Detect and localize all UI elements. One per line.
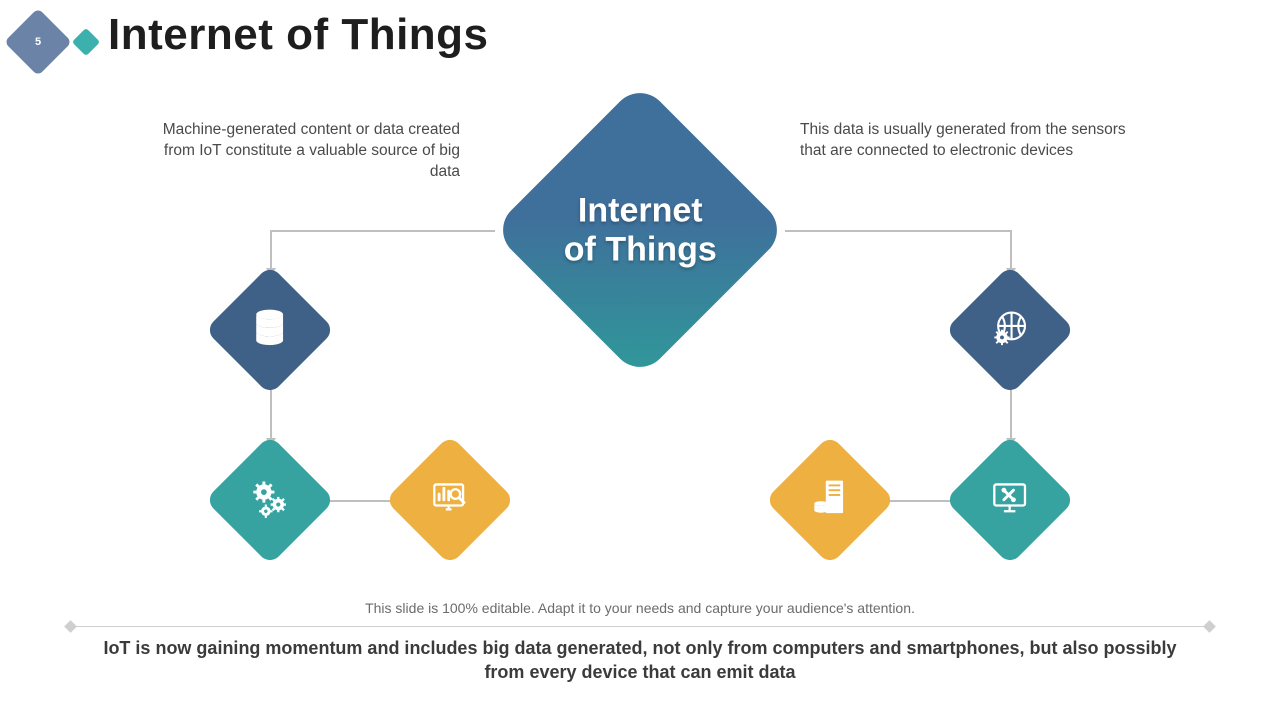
footer-text: IoT is now gaining momentum and includes… xyxy=(100,636,1180,685)
center-label: Internet of Things xyxy=(564,191,717,269)
chart-magnify-icon xyxy=(427,475,473,526)
desc-right: This data is usually generated from the … xyxy=(800,120,1140,162)
server-db-icon xyxy=(807,475,853,526)
node-server-db xyxy=(765,435,895,565)
connector xyxy=(270,390,272,440)
connector xyxy=(270,230,495,232)
gears-icon xyxy=(247,475,293,526)
monitor-tools-icon xyxy=(987,475,1033,526)
node-globe-gear xyxy=(945,265,1075,395)
title-bullet-icon xyxy=(72,28,100,56)
center-diamond: Internet of Things xyxy=(492,82,789,379)
connector xyxy=(330,500,390,502)
node-database xyxy=(205,265,335,395)
desc-left: Machine-generated content or data create… xyxy=(140,120,460,183)
connector xyxy=(890,500,950,502)
diagram: Machine-generated content or data create… xyxy=(0,100,1280,570)
database-icon xyxy=(247,305,293,356)
page-number: 5 xyxy=(14,18,62,66)
connector xyxy=(785,230,1011,232)
connector xyxy=(270,230,272,270)
connector xyxy=(1010,390,1012,440)
node-monitor-tools xyxy=(945,435,1075,565)
node-gears xyxy=(205,435,335,565)
slide-title: Internet of Things xyxy=(108,10,489,60)
node-chart-magnify xyxy=(385,435,515,565)
slide: 5 Internet of Things Machine-generated c… xyxy=(0,0,1280,720)
globe-gear-icon xyxy=(987,305,1033,356)
connector xyxy=(1010,230,1012,270)
divider xyxy=(70,626,1210,627)
page-number-diamond: 5 xyxy=(4,8,72,76)
editable-note: This slide is 100% editable. Adapt it to… xyxy=(0,600,1280,616)
